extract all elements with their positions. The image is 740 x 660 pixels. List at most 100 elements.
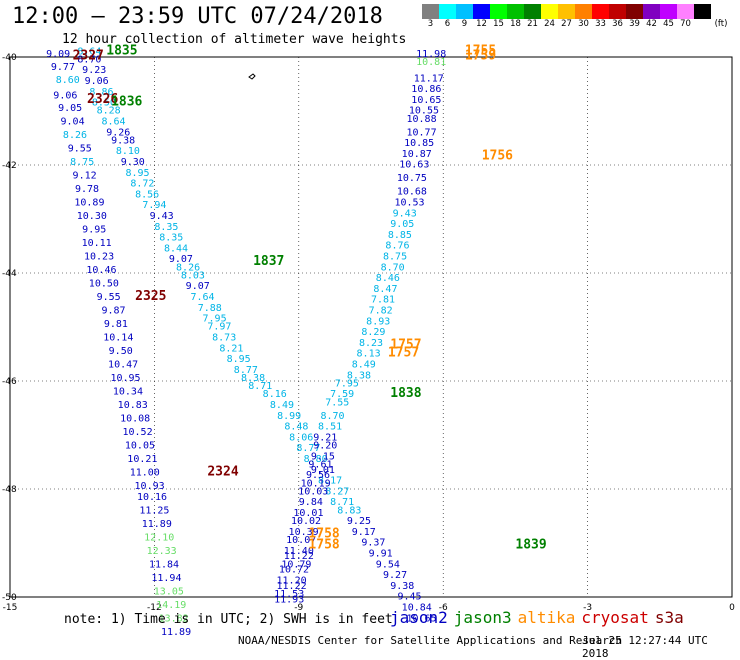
legend-swatch	[507, 4, 524, 19]
swh-value: 8.23	[359, 338, 383, 349]
swh-value: 8.17	[318, 476, 342, 487]
swh-value: 9.78	[75, 184, 99, 195]
swh-value: 8.47	[373, 284, 397, 295]
swh-value: 10.81	[416, 57, 446, 68]
lon-tick-label: 0	[729, 603, 735, 613]
swh-value: 12.33	[147, 546, 177, 557]
swh-value: 11.00	[130, 468, 160, 479]
swh-value: 10.39	[289, 527, 319, 538]
pass-time-label: 2325	[135, 289, 166, 304]
pass-time-label: 1757	[390, 338, 421, 353]
legend-swatch	[626, 4, 643, 19]
satellite-s3a: s3a	[654, 608, 684, 627]
swh-value: 8.44	[164, 243, 188, 254]
lat-tick-label: -40	[2, 53, 17, 63]
swh-value: 10.23	[84, 252, 114, 263]
swh-value: 11.20	[277, 576, 307, 587]
credit-line: NOAA/NESDIS Center for Satellite Applica…	[238, 634, 623, 647]
pass-time-label: 1838	[390, 386, 421, 401]
swh-value: 9.43	[393, 208, 417, 219]
swh-value: 10.84	[402, 603, 432, 614]
swh-value: 8.64	[101, 117, 125, 128]
swh-value: 11.89	[161, 627, 191, 638]
swh-value: 9.05	[390, 219, 414, 230]
footnote: note: 1) Time is in UTC; 2) SWH is in fe…	[64, 612, 393, 627]
swh-value: 10.53	[394, 198, 424, 209]
swh-value: 10.01	[293, 508, 323, 519]
swh-value: 8.21	[219, 343, 243, 354]
swh-value: 10.47	[108, 360, 138, 371]
swh-value: 9.54	[376, 559, 400, 570]
swh-value: 8.26	[176, 262, 200, 273]
swh-value: 8.72	[130, 179, 154, 190]
swh-value: 10.83	[118, 400, 148, 411]
swh-value: 9.17	[352, 527, 376, 538]
legend-label: 42	[646, 19, 657, 29]
swh-value: 9.77	[51, 62, 75, 73]
legend-label: 24	[544, 19, 555, 29]
swh-value: 11.40	[284, 546, 314, 557]
swh-value: 7.95	[335, 378, 359, 389]
swh-value: 11.53	[274, 589, 304, 600]
swh-value: 9.26	[106, 127, 130, 138]
swh-value: 8.64	[77, 46, 101, 57]
legend-swatch	[541, 4, 558, 19]
swh-value: 8.80	[304, 454, 328, 465]
swh-value: 8.10	[116, 146, 140, 157]
pass-time-label: 1839	[515, 537, 546, 552]
swh-value: 8.99	[277, 411, 301, 422]
swh-value: 9.06	[53, 91, 77, 102]
swh-value: 8.70	[320, 411, 344, 422]
swh-value: 8.85	[388, 230, 412, 241]
swh-value: 8.71	[248, 381, 272, 392]
pass-time-label: 1835	[106, 43, 137, 58]
swh-value: 9.01	[311, 465, 335, 476]
swh-value: 10.89	[74, 198, 104, 209]
swh-value: 8.50	[92, 98, 116, 109]
swh-value: 9.06	[85, 76, 109, 87]
swh-value: 8.56	[135, 189, 159, 200]
swh-value: 9.07	[186, 281, 210, 292]
legend-swatch	[439, 4, 456, 19]
legend-unit: (ft)	[714, 19, 728, 29]
satellite-altika: altika	[517, 608, 576, 627]
pass-time-label: 2327	[73, 49, 104, 64]
swh-value: 10.52	[122, 427, 152, 438]
swh-value: 10.14	[103, 333, 133, 344]
swh-value: 8.16	[263, 389, 287, 400]
swh-value: 7.95	[203, 314, 227, 325]
legend-label: 9	[461, 19, 468, 29]
lat-tick-label: -42	[2, 161, 17, 171]
swh-value: 11.25	[139, 505, 169, 516]
swh-value: 9.05	[58, 103, 82, 114]
satellite-jason2: jason2	[390, 608, 448, 627]
swh-value: 10.75	[397, 173, 427, 184]
pass-time-label: 1837	[253, 254, 284, 269]
island-marker	[248, 73, 256, 80]
legend-swatch	[524, 4, 541, 19]
pass-time-label: 1755	[465, 43, 496, 58]
swh-value: 10.07	[286, 535, 316, 546]
swh-value: 10.85	[404, 138, 434, 149]
swh-value: 9.23	[82, 65, 106, 76]
legend-label: 27	[561, 19, 572, 29]
swh-value: 8.13	[357, 349, 381, 360]
swh-value: 8.77	[234, 365, 258, 376]
swh-value: 8.71	[330, 497, 354, 508]
pass-time-label: 2326	[87, 92, 118, 107]
swh-value: 8.95	[126, 168, 150, 179]
swh-value: 8.03	[181, 270, 205, 281]
swh-value: 10.79	[281, 559, 311, 570]
pass-time-label: 1756	[482, 149, 513, 164]
swh-value: 7.81	[371, 295, 395, 306]
legend-label: 33	[595, 19, 606, 29]
page-subtitle: 12 hour collection of altimeter wave hei…	[62, 32, 407, 47]
swh-value: 9.84	[299, 497, 323, 508]
swh-labels: 9.099.778.609.069.059.048.269.558.759.12…	[46, 46, 446, 638]
satellite-jason3: jason3	[453, 608, 512, 627]
swh-value: 8.28	[97, 106, 121, 117]
swh-value: 10.05	[125, 441, 155, 452]
swh-value: 10.34	[113, 387, 143, 398]
legend-swatch	[592, 4, 609, 19]
swh-value: 9.50	[109, 346, 133, 357]
